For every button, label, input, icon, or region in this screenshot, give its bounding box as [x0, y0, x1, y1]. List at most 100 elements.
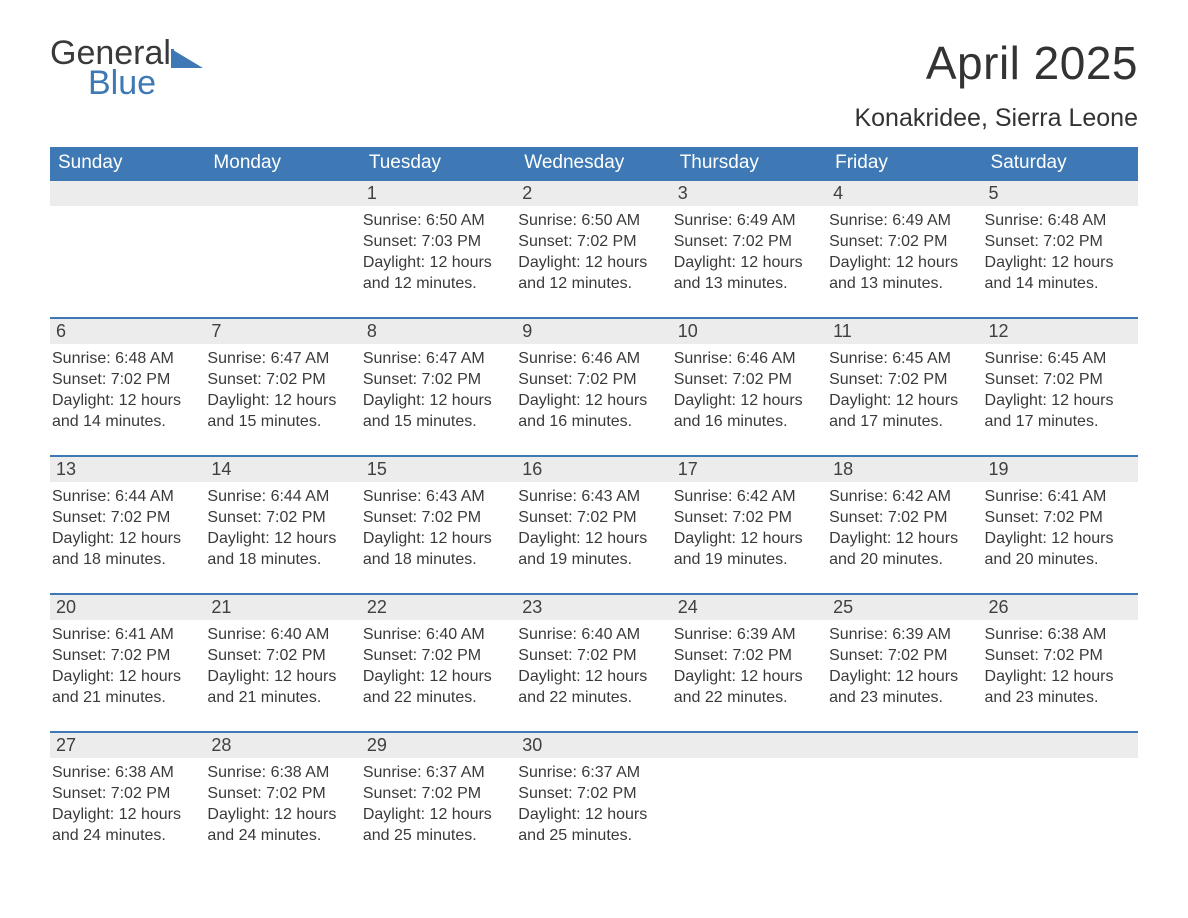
daylight-line: Daylight: 12 hours and 15 minutes. [363, 390, 510, 432]
day-number: 30 [516, 733, 671, 758]
calendar-day-cell: 9Sunrise: 6:46 AMSunset: 7:02 PMDaylight… [516, 318, 671, 456]
calendar-day-cell: 30Sunrise: 6:37 AMSunset: 7:02 PMDayligh… [516, 732, 671, 870]
sunset-line: Sunset: 7:02 PM [363, 645, 510, 666]
daylight-line: Daylight: 12 hours and 21 minutes. [52, 666, 199, 708]
daylight-line: Daylight: 12 hours and 18 minutes. [52, 528, 199, 570]
calendar-day-cell: 3Sunrise: 6:49 AMSunset: 7:02 PMDaylight… [672, 180, 827, 318]
daylight-line: Daylight: 12 hours and 12 minutes. [518, 252, 665, 294]
daylight-line: Daylight: 12 hours and 16 minutes. [674, 390, 821, 432]
sunrise-line: Sunrise: 6:39 AM [674, 624, 821, 645]
sunset-line: Sunset: 7:02 PM [985, 231, 1132, 252]
sunrise-line: Sunrise: 6:38 AM [207, 762, 354, 783]
sunset-line: Sunset: 7:02 PM [518, 507, 665, 528]
weekday-header: Saturday [983, 147, 1138, 180]
sunset-line: Sunset: 7:03 PM [363, 231, 510, 252]
calendar-day-cell: 21Sunrise: 6:40 AMSunset: 7:02 PMDayligh… [205, 594, 360, 732]
daylight-line: Daylight: 12 hours and 15 minutes. [207, 390, 354, 432]
day-number: 27 [50, 733, 205, 758]
day-number: 14 [205, 457, 360, 482]
sunrise-line: Sunrise: 6:46 AM [518, 348, 665, 369]
day-details: Sunrise: 6:39 AMSunset: 7:02 PMDaylight:… [672, 620, 827, 708]
daylight-line: Daylight: 12 hours and 23 minutes. [829, 666, 976, 708]
sunset-line: Sunset: 7:02 PM [985, 507, 1132, 528]
calendar-day-cell: 24Sunrise: 6:39 AMSunset: 7:02 PMDayligh… [672, 594, 827, 732]
day-details: Sunrise: 6:42 AMSunset: 7:02 PMDaylight:… [827, 482, 982, 570]
sunrise-line: Sunrise: 6:42 AM [674, 486, 821, 507]
daylight-line: Daylight: 12 hours and 16 minutes. [518, 390, 665, 432]
daylight-line: Daylight: 12 hours and 22 minutes. [674, 666, 821, 708]
sunrise-line: Sunrise: 6:43 AM [518, 486, 665, 507]
calendar-day-cell [50, 180, 205, 318]
brand-flag-icon [171, 48, 205, 70]
daylight-line: Daylight: 12 hours and 17 minutes. [829, 390, 976, 432]
daylight-line: Daylight: 12 hours and 14 minutes. [52, 390, 199, 432]
calendar-day-cell: 7Sunrise: 6:47 AMSunset: 7:02 PMDaylight… [205, 318, 360, 456]
day-number: 18 [827, 457, 982, 482]
day-number: 26 [983, 595, 1138, 620]
calendar-week-row: 27Sunrise: 6:38 AMSunset: 7:02 PMDayligh… [50, 732, 1138, 870]
sunset-line: Sunset: 7:02 PM [363, 783, 510, 804]
sunrise-line: Sunrise: 6:40 AM [363, 624, 510, 645]
day-number: 19 [983, 457, 1138, 482]
daylight-line: Daylight: 12 hours and 18 minutes. [207, 528, 354, 570]
day-number: 6 [50, 319, 205, 344]
day-number: 12 [983, 319, 1138, 344]
sunset-line: Sunset: 7:02 PM [207, 783, 354, 804]
sunrise-line: Sunrise: 6:48 AM [52, 348, 199, 369]
day-details: Sunrise: 6:44 AMSunset: 7:02 PMDaylight:… [205, 482, 360, 570]
day-number: 8 [361, 319, 516, 344]
calendar-day-cell: 14Sunrise: 6:44 AMSunset: 7:02 PMDayligh… [205, 456, 360, 594]
day-number: 24 [672, 595, 827, 620]
day-details: Sunrise: 6:40 AMSunset: 7:02 PMDaylight:… [361, 620, 516, 708]
calendar-week-row: 1Sunrise: 6:50 AMSunset: 7:03 PMDaylight… [50, 180, 1138, 318]
sunset-line: Sunset: 7:02 PM [674, 231, 821, 252]
day-number: 28 [205, 733, 360, 758]
day-details: Sunrise: 6:37 AMSunset: 7:02 PMDaylight:… [361, 758, 516, 846]
sunset-line: Sunset: 7:02 PM [674, 507, 821, 528]
calendar-day-cell [205, 180, 360, 318]
day-number: 13 [50, 457, 205, 482]
calendar-day-cell: 12Sunrise: 6:45 AMSunset: 7:02 PMDayligh… [983, 318, 1138, 456]
calendar-day-cell: 20Sunrise: 6:41 AMSunset: 7:02 PMDayligh… [50, 594, 205, 732]
day-number: 20 [50, 595, 205, 620]
weekday-header: Friday [827, 147, 982, 180]
daylight-line: Daylight: 12 hours and 23 minutes. [985, 666, 1132, 708]
day-details: Sunrise: 6:41 AMSunset: 7:02 PMDaylight:… [983, 482, 1138, 570]
day-details: Sunrise: 6:37 AMSunset: 7:02 PMDaylight:… [516, 758, 671, 846]
sunrise-line: Sunrise: 6:39 AM [829, 624, 976, 645]
calendar-day-cell: 28Sunrise: 6:38 AMSunset: 7:02 PMDayligh… [205, 732, 360, 870]
weekday-header: Monday [205, 147, 360, 180]
sunrise-line: Sunrise: 6:50 AM [518, 210, 665, 231]
calendar-week-row: 20Sunrise: 6:41 AMSunset: 7:02 PMDayligh… [50, 594, 1138, 732]
day-number: 17 [672, 457, 827, 482]
sunset-line: Sunset: 7:02 PM [52, 369, 199, 390]
daylight-line: Daylight: 12 hours and 13 minutes. [829, 252, 976, 294]
sunset-line: Sunset: 7:02 PM [363, 507, 510, 528]
calendar-day-cell: 15Sunrise: 6:43 AMSunset: 7:02 PMDayligh… [361, 456, 516, 594]
day-details: Sunrise: 6:47 AMSunset: 7:02 PMDaylight:… [205, 344, 360, 432]
day-number: 4 [827, 181, 982, 206]
sunset-line: Sunset: 7:02 PM [52, 507, 199, 528]
daylight-line: Daylight: 12 hours and 18 minutes. [363, 528, 510, 570]
sunset-line: Sunset: 7:02 PM [518, 231, 665, 252]
sunrise-line: Sunrise: 6:43 AM [363, 486, 510, 507]
calendar-table: SundayMondayTuesdayWednesdayThursdayFrid… [50, 147, 1138, 870]
daylight-line: Daylight: 12 hours and 25 minutes. [363, 804, 510, 846]
day-details: Sunrise: 6:41 AMSunset: 7:02 PMDaylight:… [50, 620, 205, 708]
sunrise-line: Sunrise: 6:41 AM [985, 486, 1132, 507]
sunrise-line: Sunrise: 6:45 AM [829, 348, 976, 369]
sunrise-line: Sunrise: 6:38 AM [985, 624, 1132, 645]
calendar-day-cell [983, 732, 1138, 870]
calendar-day-cell: 25Sunrise: 6:39 AMSunset: 7:02 PMDayligh… [827, 594, 982, 732]
header-bar: General Blue April 2025 Konakridee, Sier… [50, 36, 1138, 143]
day-details: Sunrise: 6:49 AMSunset: 7:02 PMDaylight:… [827, 206, 982, 294]
calendar-day-cell: 23Sunrise: 6:40 AMSunset: 7:02 PMDayligh… [516, 594, 671, 732]
daylight-line: Daylight: 12 hours and 22 minutes. [363, 666, 510, 708]
day-number: 22 [361, 595, 516, 620]
daylight-line: Daylight: 12 hours and 22 minutes. [518, 666, 665, 708]
day-number: 23 [516, 595, 671, 620]
calendar-day-cell: 13Sunrise: 6:44 AMSunset: 7:02 PMDayligh… [50, 456, 205, 594]
daylight-line: Daylight: 12 hours and 14 minutes. [985, 252, 1132, 294]
day-details: Sunrise: 6:45 AMSunset: 7:02 PMDaylight:… [983, 344, 1138, 432]
day-details: Sunrise: 6:47 AMSunset: 7:02 PMDaylight:… [361, 344, 516, 432]
